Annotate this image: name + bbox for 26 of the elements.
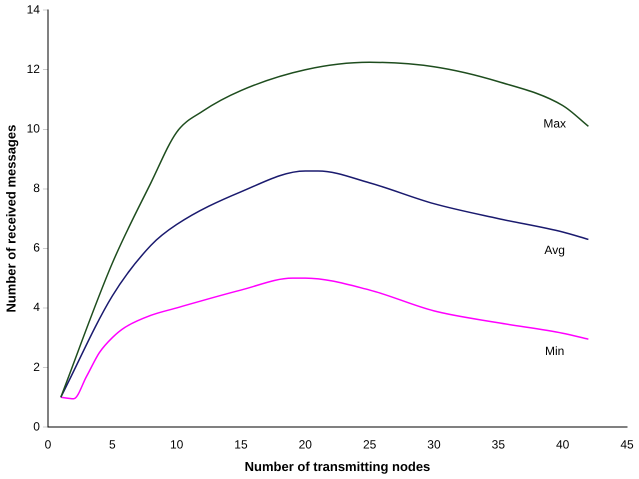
- y-tick-label: 14: [26, 2, 40, 17]
- x-tick-label: 25: [362, 438, 377, 452]
- y-tick-label: 8: [33, 181, 40, 196]
- y-tick-label: 2: [33, 360, 40, 374]
- x-tick-label: 35: [492, 438, 506, 452]
- line-series: [60, 62, 590, 398]
- y-tick-label: 12: [26, 62, 40, 76]
- x-tick-label: 10: [170, 438, 184, 452]
- x-tick-label: 45: [620, 438, 634, 452]
- x-tick-label: 15: [234, 438, 248, 452]
- line-series: [60, 170, 590, 398]
- x-tick-label: 30: [427, 438, 441, 452]
- line-series: [60, 277, 590, 400]
- x-tick-label: 20: [298, 438, 312, 452]
- series-label: Avg: [544, 242, 565, 257]
- y-tick-label: 10: [26, 122, 40, 136]
- x-tick-label: 0: [44, 438, 52, 452]
- x-axis-title: Number of transmitting nodes: [244, 458, 430, 474]
- series-label: Max: [543, 116, 566, 130]
- y-tick-label: 6: [33, 240, 40, 255]
- x-tick-label: 40: [556, 438, 570, 452]
- x-tick-label: 5: [108, 438, 116, 452]
- y-tick-label: 4: [33, 300, 40, 314]
- y-axis-title: Number of received messages: [3, 124, 18, 313]
- y-tick-label: 0: [33, 419, 40, 434]
- series-label: Min: [544, 344, 564, 358]
